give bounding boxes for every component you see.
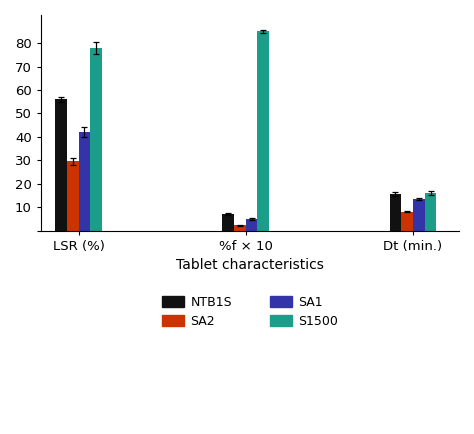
Bar bbox=[390, 194, 401, 230]
Bar bbox=[257, 31, 269, 230]
Bar bbox=[246, 219, 257, 230]
Bar bbox=[90, 48, 102, 230]
Bar bbox=[234, 225, 246, 230]
Bar bbox=[222, 214, 234, 230]
Bar bbox=[401, 212, 413, 230]
Bar bbox=[55, 99, 67, 230]
Bar bbox=[425, 193, 437, 230]
Legend: NTB1S, SA2, SA1, S1500: NTB1S, SA2, SA1, S1500 bbox=[157, 291, 343, 333]
X-axis label: Tablet characteristics: Tablet characteristics bbox=[176, 258, 324, 272]
Bar bbox=[79, 132, 90, 230]
Bar bbox=[413, 199, 425, 230]
Bar bbox=[67, 161, 79, 230]
